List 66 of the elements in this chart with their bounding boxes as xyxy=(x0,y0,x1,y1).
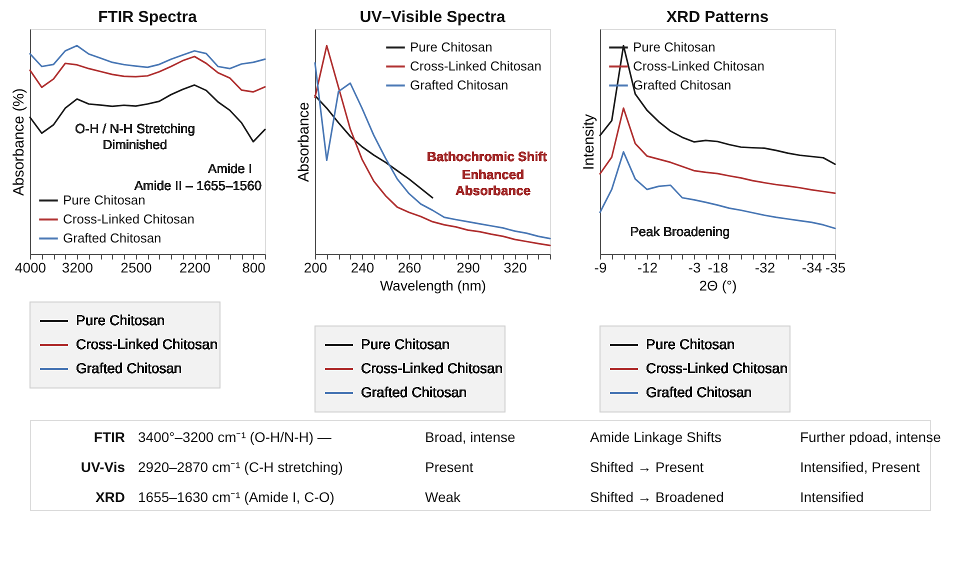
x-tick-label: -18 xyxy=(708,260,728,276)
x-tick-label: -3 xyxy=(688,260,701,276)
legend-label: Pure Chitosan xyxy=(63,192,146,208)
x-axis-title: Wavelength (nm) xyxy=(380,278,486,294)
x-tick-label: -9 xyxy=(594,260,607,276)
x-tick-label: 2200 xyxy=(179,260,211,276)
text: 3400°–3200 cm⁻¹ (O-H/N-H) — xyxy=(138,429,332,445)
text: Cross-Linked Chitosan xyxy=(646,360,788,376)
text: Broad, intense xyxy=(425,429,516,445)
text: Cross-Linked Chitosan xyxy=(361,360,503,376)
x-tick-label: -32 xyxy=(754,260,776,276)
text: Cross-Linked Chitosan xyxy=(76,336,218,352)
text: Grafted Chitosan xyxy=(361,384,467,400)
x-tick-label: 260 xyxy=(398,260,422,276)
text: Amide Linkage Shifts xyxy=(590,429,722,445)
annotation: Amide I xyxy=(208,161,252,176)
text: Weak xyxy=(425,489,462,505)
x-tick-label: 3200 xyxy=(62,260,94,276)
legend-label: Pure Chitosan xyxy=(633,40,716,54)
legend-label: Grafted Chitosan xyxy=(410,78,508,92)
annotation: Amide II – 1655–1560 xyxy=(134,178,262,193)
y-axis-title: Absorbance xyxy=(296,102,312,182)
text: FTIR xyxy=(94,429,125,445)
annotation: Diminished xyxy=(102,137,168,152)
x-tick-label: 290 xyxy=(456,260,480,276)
x-tick-label: 320 xyxy=(504,260,528,276)
annotation: Enhanced xyxy=(462,167,524,182)
text: 2920–2870 cm⁻¹ (C-H stretching) xyxy=(138,459,343,475)
x-axis-title: 2Θ (°) xyxy=(699,278,737,294)
annotation: Peak Broadening xyxy=(630,224,730,239)
legend-label: Pure Chitosan xyxy=(410,40,492,54)
annotation: O-H / N-H Stretching xyxy=(75,121,195,136)
y-axis-title: Absorbance (%) xyxy=(10,88,28,196)
text: Grafted Chitosan xyxy=(646,384,752,400)
text: Pure Chitosan xyxy=(646,336,735,352)
chart-title: FTIR Spectra xyxy=(98,9,197,26)
y-axis-title: Intensity xyxy=(580,114,598,170)
legend-label: Cross-Linked Chitosan xyxy=(633,58,765,74)
x-tick-label: -35 xyxy=(825,260,846,276)
legend-label: Grafted Chitosan xyxy=(63,230,162,246)
legend-label: Grafted Chitosan xyxy=(633,78,732,92)
text: Grafted Chitosan xyxy=(76,360,182,376)
chart-title: UV–Visible Spectra xyxy=(360,9,506,26)
x-tick-label: 2500 xyxy=(120,260,152,276)
text: Present xyxy=(425,459,474,475)
text: UV-Vis xyxy=(80,459,126,475)
text: Pure Chitosan xyxy=(76,312,165,328)
text: Intensified, Present xyxy=(800,459,920,475)
x-tick-label: 4000 xyxy=(14,260,46,276)
text: Intensified xyxy=(800,489,864,505)
x-tick-label: -12 xyxy=(637,260,658,276)
legend-label: Cross-Linked Chitosan xyxy=(410,58,542,74)
x-tick-label: 200 xyxy=(304,260,328,276)
text: Shifted → Present xyxy=(590,459,704,475)
text: Pure Chitosan xyxy=(361,336,450,352)
x-tick-label: -34 xyxy=(802,260,822,276)
text: Further pdoad, intense xyxy=(800,429,942,445)
text: Shifted → Broadened xyxy=(590,489,724,505)
annotation: Bathochromic Shift xyxy=(427,149,548,164)
legend-label: Cross-Linked Chitosan xyxy=(63,212,195,226)
x-tick-label: 240 xyxy=(350,260,374,276)
x-tick-label: 800 xyxy=(242,260,266,276)
text: 1655–1630 cm⁻¹ (Amide I, C-O) xyxy=(138,489,334,505)
annotation: Absorbance xyxy=(455,183,531,198)
chart-title: XRD Patterns xyxy=(666,9,769,26)
text: XRD xyxy=(95,489,125,505)
